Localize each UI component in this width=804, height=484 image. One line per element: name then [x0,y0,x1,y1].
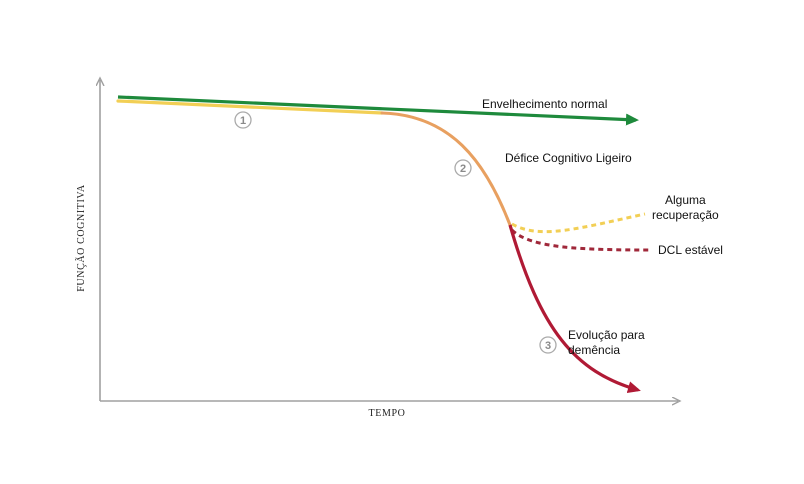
svg-text:2: 2 [460,163,466,175]
svg-text:1: 1 [240,115,246,127]
stable-mci-curve [510,228,653,252]
svg-text:3: 3 [545,340,551,352]
dementia-label-line2: demência [568,343,620,357]
normal-aging-label: Envelhecimento normal [482,97,607,111]
dementia-label-line1: Evolução para [568,328,645,342]
x-axis-label: TEMPO [369,408,406,419]
stage-marker-1: 1 [234,111,252,129]
recovery-curve [511,212,646,234]
recovery-label-line2: recuperação [652,208,719,222]
stage-marker-2: 2 [454,159,472,177]
baseline-curve [116,99,384,115]
y-axis-label: FUNÇÃO COGNITIVA [75,184,87,292]
dementia-curve [508,224,641,394]
mci-label: Défice Cognitivo Ligeiro [505,151,632,165]
normal-aging-curve [117,95,639,126]
stage-marker-3: 3 [539,336,557,354]
mci-curve [380,111,512,227]
recovery-label-line1: Alguma [665,193,706,207]
stable-mci-label: DCL estável [658,243,723,257]
